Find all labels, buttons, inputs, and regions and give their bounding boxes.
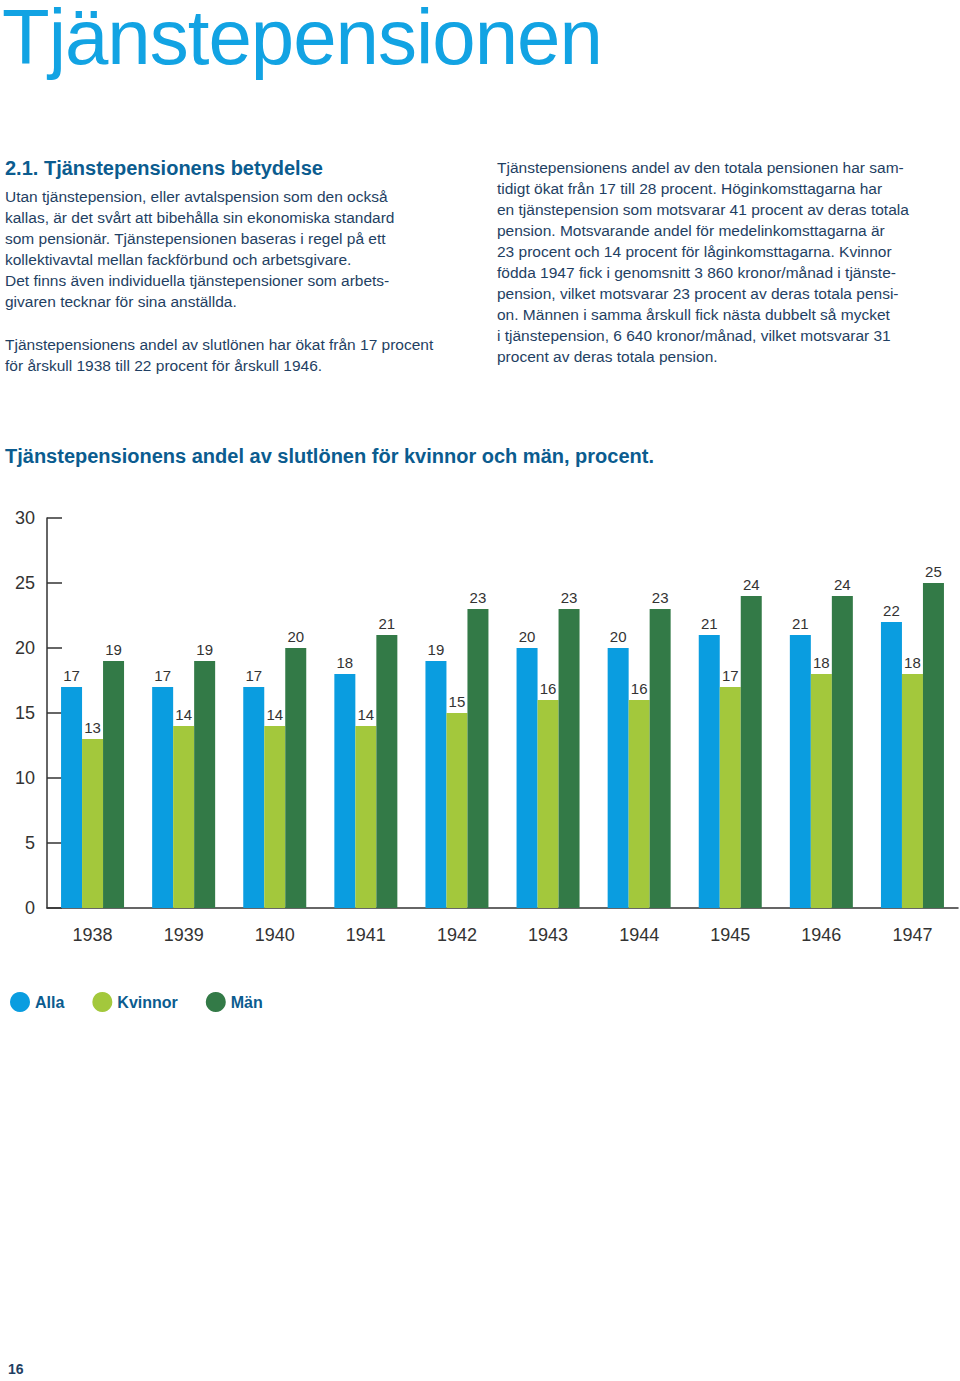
- svg-text:19: 19: [196, 641, 213, 658]
- html-text:en tjänstepension som motsvara: en tjänstepension som motsvarar 41 proce…: [497, 201, 909, 218]
- svg-text:1945: 1945: [710, 925, 750, 945]
- svg-text:24: 24: [743, 576, 760, 593]
- svg-text:21: 21: [701, 615, 718, 632]
- svg-text:18: 18: [337, 654, 354, 671]
- svg-text:21: 21: [792, 615, 809, 632]
- svg-text:30: 30: [15, 508, 35, 528]
- svg-text:1939: 1939: [164, 925, 204, 945]
- svg-text:16: 16: [631, 680, 648, 697]
- svg-text:10: 10: [15, 768, 35, 788]
- svg-text:1947: 1947: [892, 925, 932, 945]
- svg-text:14: 14: [266, 706, 283, 723]
- html-text:procent av deras totala pensio: procent av deras totala pension.: [497, 348, 718, 365]
- svg-text:1943: 1943: [528, 925, 568, 945]
- svg-text:Kvinnor: Kvinnor: [117, 994, 177, 1011]
- html-text:födda 1947 fick i genomsnitt 3: födda 1947 fick i genomsnitt 3 860 krono…: [497, 264, 896, 281]
- html-text:kallas, är det svårt att bibeh: kallas, är det svårt att bibehålla sin e…: [5, 209, 395, 226]
- html-text:i tjänstepension, 6 640 kronor: i tjänstepension, 6 640 kronor/månad, vi…: [497, 327, 891, 344]
- svg-text:1942: 1942: [437, 925, 477, 945]
- svg-text:0: 0: [25, 898, 35, 918]
- svg-text:21: 21: [379, 615, 396, 632]
- svg-text:14: 14: [175, 706, 192, 723]
- svg-text:18: 18: [904, 654, 921, 671]
- html-text:Tjänstepensionens andel av slu: Tjänstepensionens andel av slutlönen för…: [5, 445, 654, 467]
- html-text:Utan tjänstepension, eller avt: Utan tjänstepension, eller avtalspension…: [5, 188, 388, 205]
- svg-text:19: 19: [428, 641, 445, 658]
- svg-text:5: 5: [25, 833, 35, 853]
- html-text:som pensionär. Tjänstepensione: som pensionär. Tjänstepensionen baseras …: [5, 230, 386, 247]
- svg-text:17: 17: [722, 667, 739, 684]
- html-text:16: 16: [8, 1361, 24, 1377]
- svg-text:1941: 1941: [346, 925, 386, 945]
- svg-text:19: 19: [105, 641, 122, 658]
- html-text:Tjänstepensionens andel av den: Tjänstepensionens andel av den totala pe…: [497, 159, 904, 176]
- svg-text:15: 15: [449, 693, 466, 710]
- svg-text:20: 20: [610, 628, 627, 645]
- svg-text:Män: Män: [231, 994, 263, 1011]
- svg-text:25: 25: [15, 573, 35, 593]
- svg-text:23: 23: [561, 589, 578, 606]
- svg-text:17: 17: [154, 667, 171, 684]
- html-text:2.1. Tjänstepensionens betydel: 2.1. Tjänstepensionens betydelse: [5, 157, 323, 179]
- svg-text:20: 20: [519, 628, 536, 645]
- svg-text:14: 14: [358, 706, 375, 723]
- svg-text:13: 13: [84, 719, 101, 736]
- svg-text:20: 20: [15, 638, 35, 658]
- svg-text:1946: 1946: [801, 925, 841, 945]
- svg-text:16: 16: [540, 680, 557, 697]
- html-text:23 procent och 14 procent för: 23 procent och 14 procent för låginkomst…: [497, 243, 892, 260]
- svg-text:23: 23: [652, 589, 669, 606]
- svg-text:24: 24: [834, 576, 851, 593]
- svg-text:20: 20: [287, 628, 304, 645]
- html-text:kollektivavtal mellan fackförb: kollektivavtal mellan fackförbund och ar…: [5, 251, 352, 268]
- svg-text:18: 18: [813, 654, 830, 671]
- html-text:pension. Motsvarande andel för: pension. Motsvarande andel för medelinko…: [497, 222, 885, 239]
- svg-text:25: 25: [925, 563, 942, 580]
- svg-text:23: 23: [470, 589, 487, 606]
- svg-text:1944: 1944: [619, 925, 659, 945]
- html-text:givaren tecknar för sina anstä: givaren tecknar för sina anställda.: [5, 293, 237, 310]
- svg-text:1938: 1938: [73, 925, 113, 945]
- html-text:pension, vilket motsvarar 23 p: pension, vilket motsvarar 23 procent av …: [497, 285, 899, 302]
- html-text:Tjänstepensionens andel av slu: Tjänstepensionens andel av slutlönen har…: [5, 336, 434, 353]
- svg-text:1940: 1940: [255, 925, 295, 945]
- html-text:tidigt ökat från 17 till 28 pr: tidigt ökat från 17 till 28 procent. Hög…: [497, 180, 883, 197]
- html-text:för årskull 1938 till 22 proce: för årskull 1938 till 22 procent för års…: [5, 357, 323, 374]
- svg-text:17: 17: [245, 667, 262, 684]
- svg-text:22: 22: [883, 602, 900, 619]
- svg-text:17: 17: [63, 667, 80, 684]
- svg-text:Alla: Alla: [35, 994, 64, 1011]
- html-text:on. Männen i samma årskull fic: on. Männen i samma årskull fick nästa du…: [497, 306, 890, 323]
- html-text:Det finns även individuella tj: Det finns även individuella tjänstepensi…: [5, 272, 390, 289]
- svg-text:15: 15: [15, 703, 35, 723]
